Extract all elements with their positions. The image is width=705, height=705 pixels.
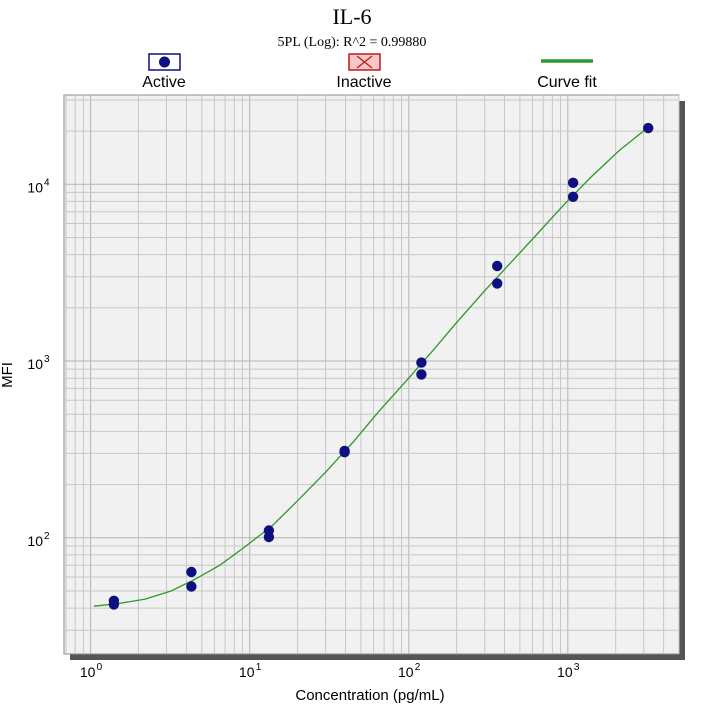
x-tick-exponent: 0	[97, 662, 103, 673]
data-point-active[interactable]	[416, 357, 427, 368]
data-point-active[interactable]	[339, 447, 350, 458]
chart-subtitle: 5PL (Log): R^2 = 0.99880	[278, 35, 427, 50]
legend: Active Inactive Curve fit	[142, 53, 597, 91]
data-point-active[interactable]	[186, 581, 197, 592]
x-tick-label: 10 0	[80, 662, 103, 680]
y-tick-label: 10 4	[27, 177, 50, 195]
data-point-active[interactable]	[186, 566, 197, 578]
x-tick-exponent: 2	[415, 662, 421, 673]
y-tick-base: 10	[27, 356, 43, 372]
y-tick-base: 10	[27, 533, 43, 549]
y-tick-exponent: 2	[44, 531, 50, 542]
data-point-active[interactable]	[567, 177, 579, 188]
data-point-active[interactable]	[567, 191, 579, 202]
data-point-active[interactable]	[492, 278, 503, 289]
x-tick-label: 10 1	[239, 662, 262, 680]
x-tick-base: 10	[398, 664, 414, 680]
data-point-active[interactable]	[263, 531, 275, 543]
legend-inactive-label: Inactive	[336, 74, 391, 91]
x-tick-base: 10	[239, 664, 255, 680]
x-axis-label: Concentration (pg/mL)	[295, 687, 444, 704]
data-point-active[interactable]	[108, 599, 120, 610]
y-tick-exponent: 4	[44, 177, 50, 188]
y-tick-exponent: 3	[44, 354, 50, 365]
data-point-active[interactable]	[492, 260, 503, 272]
x-tick-base: 10	[557, 664, 573, 680]
legend-inactive-x-icon	[356, 55, 373, 69]
legend-item-inactive[interactable]: Inactive	[336, 53, 392, 91]
y-tick-base: 10	[27, 179, 43, 195]
legend-active-label: Active	[142, 74, 186, 91]
x-tick-exponent: 3	[574, 662, 580, 673]
chart-title: IL-6	[332, 4, 371, 29]
x-tick-exponent: 1	[256, 662, 262, 673]
grid	[64, 95, 680, 654]
legend-curve-fit-label: Curve fit	[537, 74, 597, 91]
x-tick-label: 10 3	[557, 662, 580, 680]
y-axis-label: MFI	[0, 362, 16, 388]
legend-active-marker-icon	[159, 56, 170, 68]
x-tick-label: 10 2	[398, 662, 421, 680]
curve-fit-layer	[93, 126, 649, 607]
legend-item-curve-fit[interactable]: Curve fit	[537, 59, 597, 91]
data-points-layer	[108, 122, 654, 610]
x-tick-labels: 10 0 10 1 10 2 10 3	[80, 662, 580, 680]
plot-area	[63, 94, 680, 655]
y-tick-label: 10 2	[27, 531, 50, 549]
y-tick-label: 10 3	[27, 354, 50, 372]
data-point-active[interactable]	[643, 122, 654, 134]
legend-item-active[interactable]: Active	[142, 53, 186, 91]
x-tick-base: 10	[80, 664, 96, 680]
curve-fit-line	[93, 126, 649, 607]
data-point-active[interactable]	[416, 369, 427, 380]
